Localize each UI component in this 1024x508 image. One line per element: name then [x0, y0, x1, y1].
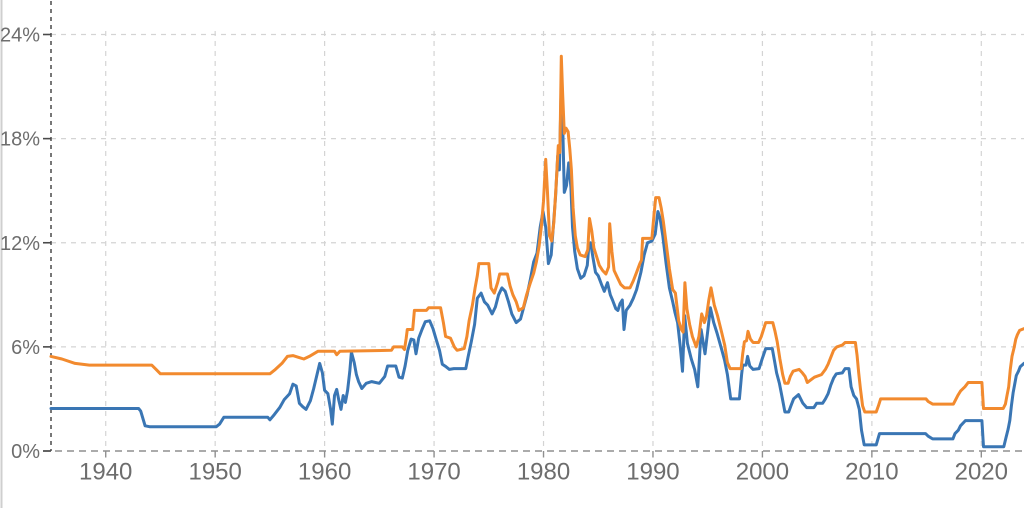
series-orange-line — [49, 54, 1024, 414]
x-axis-label-1960: 1960 — [298, 458, 351, 485]
y-axis-label-0%: 0% — [11, 441, 40, 463]
y-axis-label-12%: 12% — [0, 233, 40, 255]
x-axis-label-1950: 1950 — [188, 458, 241, 485]
y-axis-label-6%: 6% — [11, 337, 40, 359]
y-axis-label-18%: 18% — [0, 129, 40, 151]
x-axis-label-1990: 1990 — [626, 458, 679, 485]
x-axis-label-1980: 1980 — [517, 458, 570, 485]
x-axis-label-1970: 1970 — [407, 458, 460, 485]
x-axis-label-2000: 2000 — [736, 458, 789, 485]
x-axis-label-2010: 2010 — [845, 458, 898, 485]
x-axis-label-2020: 2020 — [955, 458, 1008, 485]
y-axis-label-24%: 24% — [0, 25, 40, 47]
x-axis-label-1940: 1940 — [79, 458, 132, 485]
series-blue-line — [49, 95, 1024, 449]
